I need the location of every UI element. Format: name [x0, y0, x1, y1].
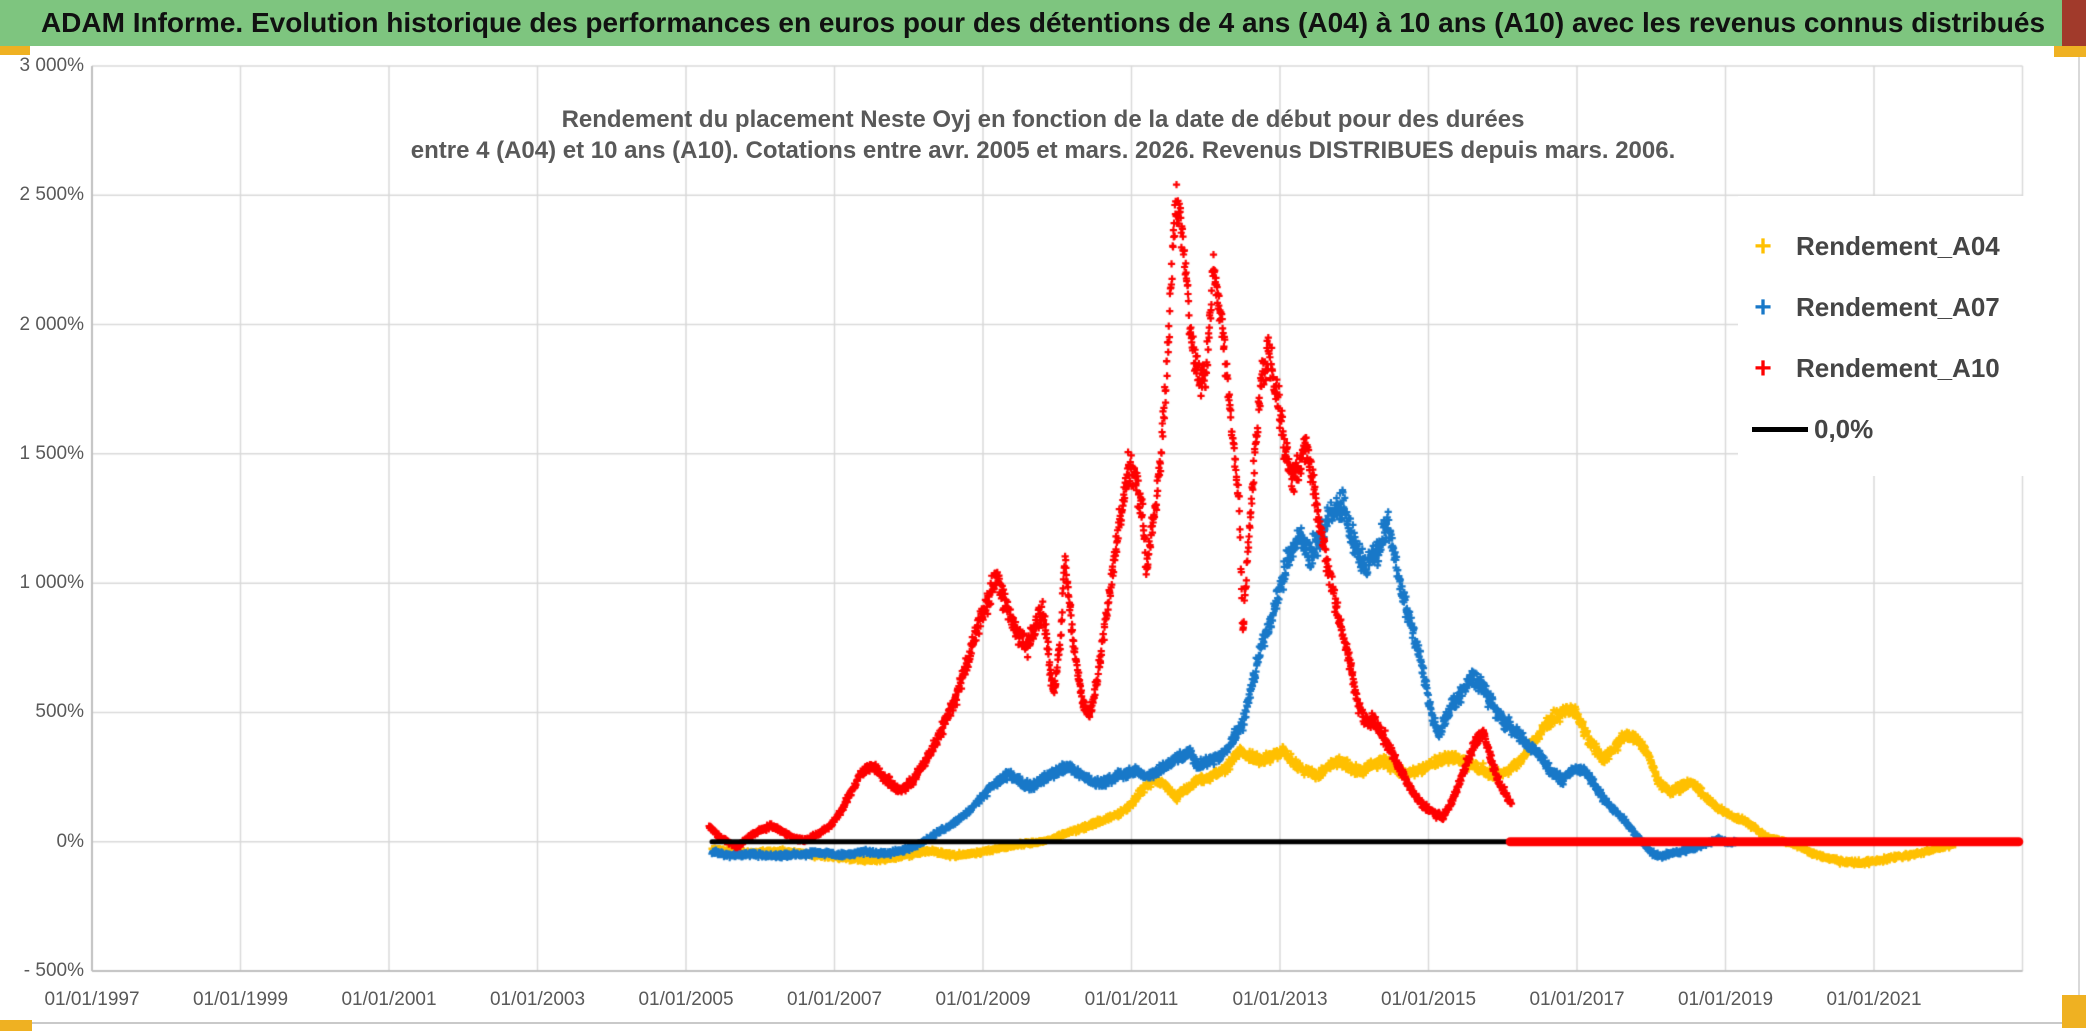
legend-label: Rendement_A10 [1796, 353, 2000, 383]
y-axis-tick-label: 3 000% [19, 55, 84, 76]
x-axis-tick-label: 01/01/1997 [44, 989, 140, 1010]
legend-plus-marker-icon: + [1754, 290, 1772, 324]
x-axis-tick-label: 01/01/2015 [1380, 989, 1477, 1010]
x-axis-tick-label: 01/01/2009 [935, 989, 1031, 1010]
x-axis-tick-label: 01/01/1999 [192, 989, 289, 1010]
legend-label: Rendement_A07 [1796, 292, 2000, 322]
corner-accent-bottom-right [2062, 995, 2086, 1028]
legend-item: + Rendement_A04 [1752, 216, 2038, 277]
y-axis-tick-label: 0% [56, 830, 84, 852]
legend-item: + Rendement_A10 [1752, 338, 2038, 399]
legend-plus-marker-icon: + [1754, 229, 1772, 263]
y-axis-tick-label: 2 000% [19, 313, 84, 335]
x-axis-tick-label: 01/01/2007 [786, 989, 883, 1010]
corner-accent-bottom-left [0, 1020, 32, 1031]
x-axis-tick-label: 01/01/2013 [1232, 989, 1328, 1010]
chart-title-line-2: entre 4 (A04) et 10 ans (A10). Cotations… [410, 137, 1676, 164]
y-axis-tick-label: 1 000% [19, 572, 84, 594]
y-axis-tick-label: 2 500% [19, 184, 84, 206]
legend-label: 0,0% [1814, 414, 1874, 444]
corner-accent-top-left [0, 46, 30, 55]
chart-title: Rendement du placement Neste Oyj en fonc… [411, 104, 1676, 166]
x-axis-tick-label: 01/01/2021 [1826, 989, 1922, 1010]
x-axis-tick-label: 01/01/2003 [489, 989, 586, 1010]
x-axis-tick-label: 01/01/2001 [341, 989, 437, 1010]
x-axis-tick-label: 01/01/2005 [638, 989, 734, 1010]
legend-line-marker-icon [1752, 427, 1808, 432]
legend-item: + Rendement_A07 [1752, 277, 2038, 338]
legend-label: Rendement_A04 [1796, 231, 2000, 261]
chart-plot-canvas [0, 46, 2086, 1031]
legend-plus-marker-icon: + [1754, 351, 1772, 385]
chart-title-line-1: Rendement du placement Neste Oyj en fonc… [561, 106, 1525, 133]
y-axis-tick-label: 1 500% [19, 442, 84, 464]
chart-border-right [2078, 56, 2080, 1022]
chart-border-bottom [0, 1022, 2080, 1024]
legend-item: 0,0% [1752, 399, 2038, 460]
y-axis-tick-label: - 500% [23, 960, 84, 981]
y-axis-tick-label: 500% [35, 701, 84, 723]
report-title: ADAM Informe. Evolution historique des p… [40, 7, 2046, 38]
corner-accent-top-right [2054, 46, 2086, 57]
x-axis-tick-label: 01/01/2019 [1677, 989, 1774, 1010]
x-axis-tick-label: 01/01/2011 [1084, 989, 1179, 1010]
report-title-bar: ADAM Informe. Evolution historique des p… [0, 0, 2086, 46]
x-axis-tick-label: 01/01/2017 [1529, 989, 1625, 1010]
corner-accent-dark-top-right [2062, 0, 2086, 46]
performance-chart: Rendement du placement Neste Oyj en fonc… [0, 46, 2086, 1031]
chart-legend: + Rendement_A04 + Rendement_A07 + Rendement_A… [1738, 196, 2038, 476]
